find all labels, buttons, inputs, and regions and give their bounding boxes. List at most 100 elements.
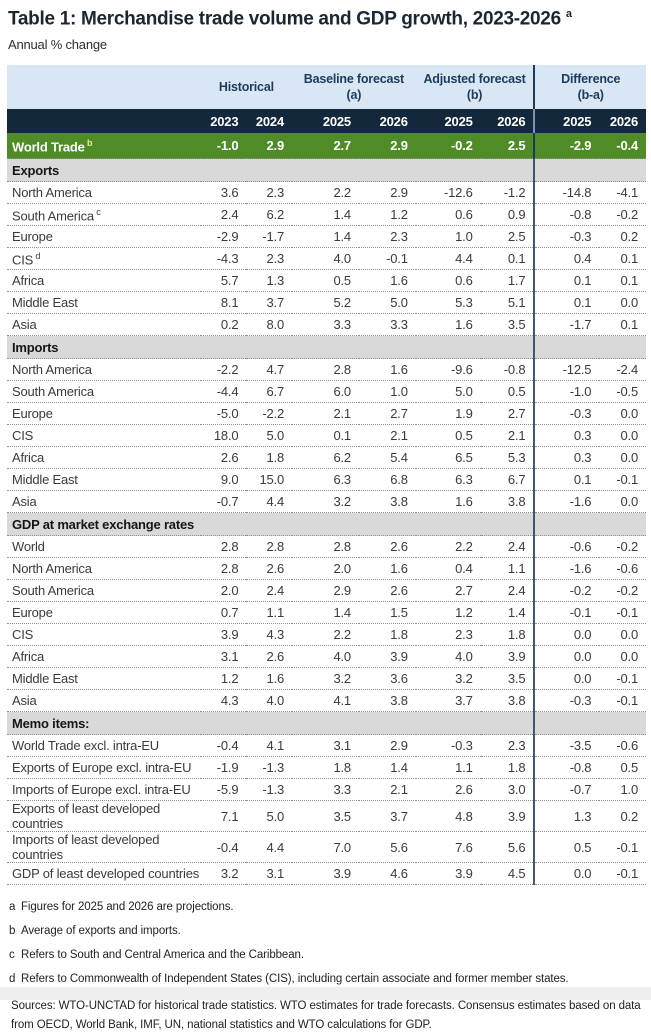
row-value: 8.1 [200, 291, 247, 315]
row-value: -0.3 [533, 689, 600, 713]
row-value: 4.3 [246, 623, 292, 647]
row-label: Africa [7, 645, 201, 669]
row-value: 1.1 [246, 601, 292, 625]
table-row: CIS 3.9 4.3 2.2 1.8 2.3 1.8 0.0 0.0 [7, 623, 646, 647]
footnote-b: b Average of exports and imports. [9, 925, 644, 937]
row-value: 4.4 [246, 831, 292, 864]
row-value: 3.8 [480, 689, 535, 713]
row-value: 3.9 [358, 645, 416, 669]
row-value: 1.0 [358, 380, 416, 404]
row-value: -5.9 [200, 778, 247, 802]
table-subtitle: Annual % change [8, 37, 107, 53]
row-value: -0.1 [599, 862, 646, 886]
row-value: 6.5 [415, 446, 481, 470]
table-row: Asia 4.3 4.0 4.1 3.8 3.7 3.8 -0.3 -0.1 [7, 689, 646, 713]
table-row: Imports of Europe excl. intra-EU -5.9 -1.3… [7, 778, 646, 802]
table-row: Exports of Europe excl. intra-EU -1.9 -1.3… [7, 756, 646, 780]
row-label: Middle East [7, 667, 201, 691]
row-label: Europe [7, 225, 201, 249]
row-value: -4.3 [200, 247, 247, 271]
row-value: -12.5 [533, 358, 600, 382]
row-value: 2.3 [415, 623, 481, 647]
row-value: 2.3 [246, 181, 292, 205]
row-value: 3.3 [292, 778, 359, 802]
row-value: -1.6 [533, 557, 600, 581]
footnotes: a Figures for 2025 and 2026 are projectio… [9, 901, 644, 1035]
group-header-adjusted-forecast: Adjusted forecast (b) [415, 65, 535, 110]
row-value: 4.1 [292, 689, 359, 713]
row-value: 2.1 [358, 424, 416, 448]
row-value: 1.8 [480, 756, 535, 780]
row-value: -4.1 [599, 181, 646, 205]
row-value: 2.6 [358, 535, 416, 559]
title-footnote-marker: a [565, 8, 572, 20]
row-value: 0.0 [599, 446, 646, 470]
row-value: -0.7 [533, 778, 600, 802]
row-value: 0.0 [599, 402, 646, 426]
row-value: 1.4 [292, 601, 359, 625]
row-value: 1.0 [599, 778, 646, 802]
row-label: CIS [7, 424, 201, 448]
row-value: 1.6 [358, 557, 416, 581]
row-value: 2.6 [358, 579, 416, 603]
row-value: 5.4 [358, 446, 416, 470]
row-value: 1.4 [292, 225, 359, 249]
footnote-text: Refers to Commonwealth of Independent St… [21, 973, 569, 986]
row-value: 5.3 [480, 446, 535, 470]
table-row: Middle East 8.1 3.7 5.2 5.0 5.3 5.1 0.1 0.0 [7, 291, 646, 315]
row-value: 3.5 [292, 800, 359, 833]
row-value: -1.6 [533, 490, 600, 514]
row-value: 2.3 [480, 734, 535, 758]
page-title: Table 1: Merchandise trade volume and GD… [8, 8, 644, 30]
table-head: Historical Baseline forecast (a) Adjuste… [7, 65, 646, 134]
row-value: 4.6 [358, 862, 416, 886]
world-trade-value: 2.7 [292, 133, 359, 159]
footnote-marker: c [9, 949, 15, 962]
row-value: 5.3 [415, 291, 481, 315]
table-row: Asia -0.7 4.4 3.2 3.8 1.6 3.8 -1.6 0.0 [7, 490, 646, 514]
row-value: 3.1 [292, 734, 359, 758]
table-row: Asia 0.2 8.0 3.3 3.3 1.6 3.5 -1.7 0.1 [7, 313, 646, 337]
table-row: World 2.8 2.8 2.8 2.6 2.2 2.4 -0.6 -0.2 [7, 535, 646, 559]
row-value: 2.7 [358, 402, 416, 426]
column-group-header-row: Historical Baseline forecast (a) Adjuste… [7, 65, 646, 110]
row-value: 0.5 [533, 831, 600, 864]
row-value: -3.5 [533, 734, 600, 758]
section-header-filler [533, 711, 646, 736]
row-value: 2.9 [358, 181, 416, 205]
row-value: -0.5 [599, 380, 646, 404]
row-value: -9.6 [415, 358, 481, 382]
row-value: 7.0 [292, 831, 359, 864]
row-value: 18.0 [200, 424, 247, 448]
footnote-text: Refers to South and Central America and … [21, 949, 304, 962]
row-value: 2.4 [246, 579, 292, 603]
corner-cell [7, 65, 201, 110]
row-value: 0.0 [599, 623, 646, 647]
section-header-label: Memo items: [7, 711, 535, 736]
row-value: -12.6 [415, 181, 481, 205]
row-value: -0.4 [200, 831, 247, 864]
row-value: 0.2 [599, 800, 646, 833]
row-value: 4.7 [246, 358, 292, 382]
row-label: North America [7, 358, 201, 382]
row-value: -0.6 [599, 734, 646, 758]
row-value: 1.1 [415, 756, 481, 780]
trade-table: Historical Baseline forecast (a) Adjuste… [7, 65, 646, 886]
footnote-a: a Figures for 2025 and 2026 are projectio… [9, 901, 644, 913]
row-value: 4.0 [292, 645, 359, 669]
row-value: 0.3 [533, 446, 600, 470]
row-value: -1.9 [200, 756, 247, 780]
row-value: -0.1 [599, 468, 646, 492]
row-value: 0.0 [599, 490, 646, 514]
row-value: 0.2 [599, 225, 646, 249]
row-value: 0.4 [415, 557, 481, 581]
row-value: 3.7 [358, 800, 416, 833]
row-value: 2.1 [292, 402, 359, 426]
row-value: -14.8 [533, 181, 600, 205]
row-label: Imports of least developed countries [7, 831, 201, 864]
section-header-label: GDP at market exchange rates [7, 512, 535, 537]
row-label: Asia [7, 490, 201, 514]
row-label: North America [7, 181, 201, 205]
row-value: -1.2 [480, 181, 535, 205]
row-value: 3.5 [480, 667, 535, 691]
